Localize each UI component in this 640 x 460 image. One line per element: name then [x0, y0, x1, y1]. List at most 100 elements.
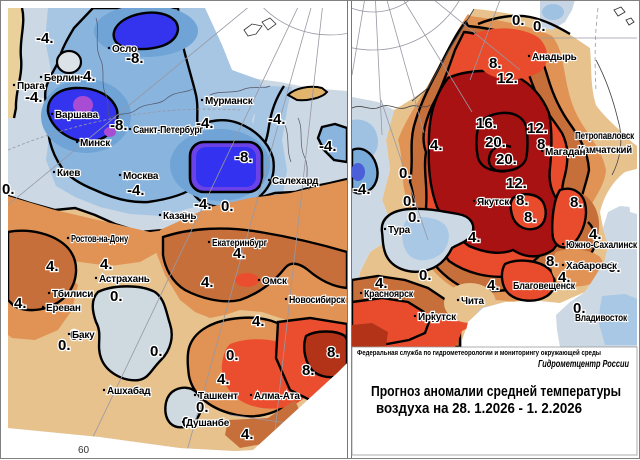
svg-text:8.: 8.: [524, 209, 537, 226]
svg-text:-4.: -4.: [127, 182, 145, 199]
svg-text:Душанбе: Душанбе: [186, 417, 230, 429]
svg-text:-4.: -4.: [196, 115, 214, 132]
svg-text:4.: 4.: [558, 269, 571, 286]
svg-text:0.: 0.: [533, 18, 546, 35]
svg-text:8.: 8.: [516, 192, 529, 209]
svg-text:16.: 16.: [476, 115, 497, 132]
svg-text:-8.: -8.: [126, 50, 144, 67]
svg-text:-4.: -4.: [319, 138, 337, 155]
svg-text:0.: 0.: [226, 347, 239, 364]
svg-text:4.: 4.: [14, 295, 27, 312]
svg-text:4.: 4.: [589, 226, 602, 243]
svg-text:воздуха на 28. 1.2026 - 1.: воздуха на 28. 1.2026 - 1. 2.2026: [376, 400, 582, 417]
svg-text:0.: 0.: [2, 181, 15, 198]
svg-text:Осло: Осло: [112, 44, 137, 55]
svg-text:Ашхабад: Ашхабад: [107, 385, 151, 397]
svg-text:Киев: Киев: [57, 168, 80, 179]
svg-text:8.: 8.: [327, 344, 340, 361]
svg-text:4.: 4.: [217, 371, 230, 388]
svg-text:0.: 0.: [110, 288, 123, 305]
svg-text:4.: 4.: [233, 245, 246, 262]
svg-text:Екатеринбург: Екатеринбург: [212, 237, 267, 249]
svg-text:Санкт-Петербург: Санкт-Петербург: [133, 124, 203, 136]
svg-text:0.: 0.: [573, 300, 586, 317]
svg-text:Гидрометцентр России: Гидрометцентр России: [538, 358, 629, 370]
svg-text:Ереван: Ереван: [46, 303, 81, 314]
svg-text:Москва: Москва: [123, 171, 159, 182]
svg-text:8.: 8.: [570, 194, 583, 211]
svg-text:12.: 12.: [506, 175, 527, 192]
svg-text:Берлин: Берлин: [44, 73, 80, 84]
svg-text:0.: 0.: [221, 198, 234, 215]
svg-text:-4.: -4.: [25, 89, 43, 106]
svg-text:0.: 0.: [419, 267, 432, 284]
svg-text:20.: 20.: [485, 134, 506, 151]
svg-text:Прага: Прага: [17, 81, 45, 92]
svg-text:4.: 4.: [46, 258, 59, 275]
svg-text:4.: 4.: [100, 256, 113, 273]
svg-text:-8.: -8.: [110, 117, 128, 134]
svg-text:-4.: -4.: [78, 68, 96, 85]
svg-text:12.: 12.: [497, 70, 518, 87]
svg-text:20.: 20.: [496, 151, 517, 168]
svg-text:Анадырь: Анадырь: [532, 52, 577, 63]
svg-text:Благовещенск: Благовещенск: [513, 281, 576, 292]
svg-text:8.: 8.: [546, 253, 559, 270]
svg-text:0.: 0.: [58, 337, 71, 354]
svg-text:Баку: Баку: [72, 330, 95, 341]
svg-text:-4.: -4.: [194, 196, 212, 213]
svg-text:Чита: Чита: [461, 296, 484, 307]
svg-text:Якутск: Якутск: [477, 197, 510, 208]
svg-text:Салехард: Салехард: [272, 176, 319, 187]
svg-text:Минск: Минск: [80, 138, 111, 149]
svg-text:60: 60: [78, 445, 90, 456]
svg-text:Ташкент: Ташкент: [198, 391, 238, 402]
svg-text:Ростов-на-Дону: Ростов-на-Дону: [71, 234, 128, 245]
svg-text:4.: 4.: [468, 229, 481, 246]
svg-text:4.: 4.: [427, 309, 440, 326]
svg-text:Тбилиси: Тбилиси: [52, 288, 93, 300]
svg-text:Магадан: Магадан: [545, 147, 585, 158]
svg-text:4.: 4.: [201, 274, 214, 291]
svg-text:Федеральная служба по гидромет: Федеральная служба по гидрометеорологии …: [357, 348, 601, 357]
svg-text:0.: 0.: [181, 209, 194, 226]
svg-text:0.: 0.: [70, 327, 83, 344]
svg-text:Новосибирск: Новосибирск: [289, 294, 346, 306]
svg-text:12.: 12.: [527, 120, 548, 137]
svg-text:Мурманск: Мурманск: [205, 96, 254, 107]
svg-text:Иркутск: Иркутск: [418, 312, 457, 323]
svg-text:4.: 4.: [487, 277, 500, 294]
svg-text:Южно-Сахалинск: Южно-Сахалинск: [566, 240, 638, 251]
svg-text:0.: 0.: [408, 209, 421, 226]
svg-text:4.: 4.: [430, 137, 443, 154]
svg-text:0.: 0.: [196, 399, 209, 416]
svg-text:Алма-Ата: Алма-Ата: [254, 391, 300, 402]
svg-text:-4.: -4.: [268, 111, 286, 128]
svg-text:Хабаровск: Хабаровск: [566, 260, 618, 272]
svg-text:0.: 0.: [150, 343, 163, 360]
svg-text:Камчатский: Камчатский: [578, 145, 632, 156]
svg-text:Астрахань: Астрахань: [99, 274, 150, 285]
svg-text:4.: 4.: [375, 275, 388, 292]
svg-text:0.: 0.: [512, 12, 525, 29]
svg-text:Красноярск: Красноярск: [364, 289, 414, 300]
svg-text:0.: 0.: [182, 414, 195, 431]
svg-text:Петропавловск: Петропавловск: [575, 131, 635, 142]
svg-text:8.: 8.: [537, 136, 550, 153]
svg-text:-8.: -8.: [235, 149, 253, 166]
svg-text:0.: 0.: [399, 165, 412, 182]
svg-text:-4.: -4.: [353, 181, 371, 198]
svg-text:4.: 4.: [241, 426, 254, 443]
svg-text:Тура: Тура: [388, 225, 411, 236]
svg-text:4.: 4.: [252, 313, 265, 330]
svg-text:Казань: Казань: [163, 211, 196, 222]
svg-text:8.: 8.: [489, 55, 502, 72]
svg-text:0.: 0.: [608, 259, 621, 276]
svg-text:Прогноз аномалии средней темпе: Прогноз аномалии средней температуры: [371, 383, 621, 400]
svg-text:-4.: -4.: [36, 30, 54, 47]
svg-text:0.: 0.: [403, 193, 416, 210]
svg-text:Омск: Омск: [262, 276, 288, 287]
svg-text:Владивосток: Владивосток: [575, 313, 628, 324]
svg-text:8.: 8.: [302, 362, 315, 379]
svg-text:Варшава: Варшава: [55, 110, 99, 121]
